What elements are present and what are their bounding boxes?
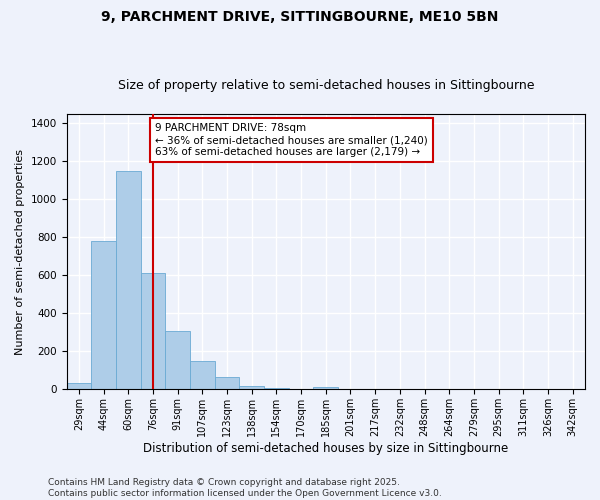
Bar [140,272,165,390]
Bar [67,383,91,390]
Text: Contains HM Land Registry data © Crown copyright and database right 2025.
Contai: Contains HM Land Registry data © Crown c… [48,478,442,498]
Bar [264,388,289,390]
Bar [91,242,116,390]
Bar [116,171,140,390]
Bar [215,377,239,390]
Title: Size of property relative to semi-detached houses in Sittingbourne: Size of property relative to semi-detach… [118,79,534,92]
X-axis label: Distribution of semi-detached houses by size in Sittingbourne: Distribution of semi-detached houses by … [143,442,508,455]
Bar [165,330,190,390]
Text: 9, PARCHMENT DRIVE, SITTINGBOURNE, ME10 5BN: 9, PARCHMENT DRIVE, SITTINGBOURNE, ME10 … [101,10,499,24]
Y-axis label: Number of semi-detached properties: Number of semi-detached properties [15,148,25,354]
Bar [190,361,215,390]
Bar [313,387,338,390]
Text: 9 PARCHMENT DRIVE: 78sqm
← 36% of semi-detached houses are smaller (1,240)
63% o: 9 PARCHMENT DRIVE: 78sqm ← 36% of semi-d… [155,124,428,156]
Bar [239,386,264,390]
